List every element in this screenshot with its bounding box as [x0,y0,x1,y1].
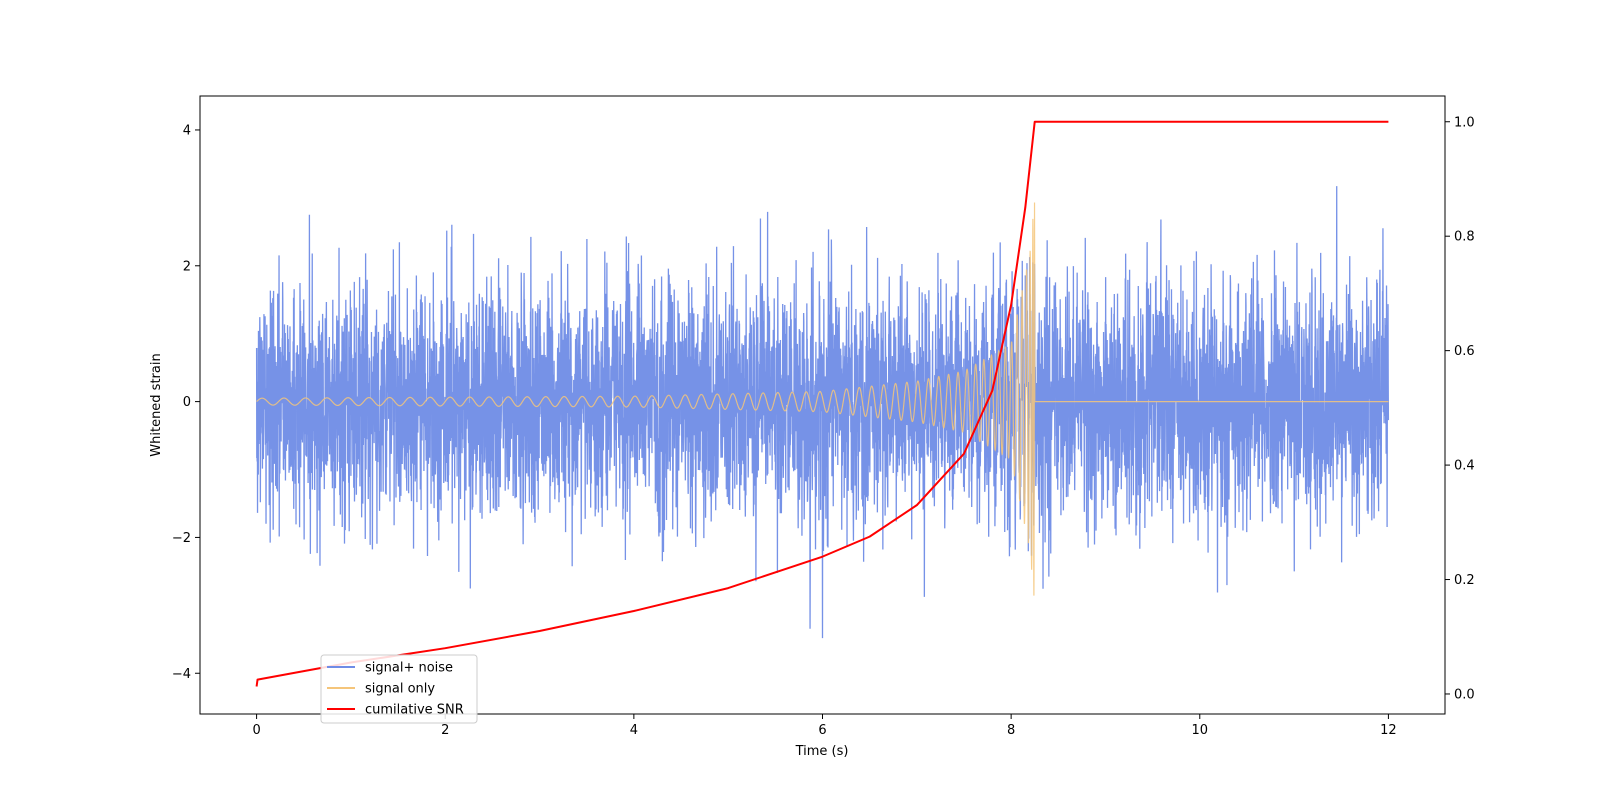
y-tick-label: 2 [183,259,191,274]
axes-ticks: 0 2 4 6 8 10 12 −4 −2 0 2 4 0.0 0.2 0.4 0.6 0.8 1.0 [172,115,1475,738]
y-tick-label: 0 [183,395,191,410]
y2-tick-label: 0.4 [1454,459,1475,474]
legend-label-signal-noise: signal+ noise [365,661,453,676]
y2-tick-label: 0.0 [1454,687,1475,702]
y2-tick-label: 0.6 [1454,344,1475,359]
x-tick-label: 8 [1007,723,1015,738]
x-tick-label: 0 [252,723,260,738]
y2-tick-label: 0.8 [1454,230,1475,245]
x-tick-label: 2 [441,723,449,738]
series-signal-noise-line [255,186,1390,639]
legend-label-cumulative-snr: cumilative SNR [365,703,464,718]
y-axis-label: Whitened strain [149,353,164,456]
x-tick-label: 10 [1191,723,1208,738]
y-tick-label: −4 [172,667,191,682]
x-tick-label: 12 [1380,723,1397,738]
y2-tick-label: 0.2 [1454,573,1475,588]
x-axis-label: Time (s) [795,744,849,759]
series-signal-only-line [256,202,1389,596]
signal-noise-layer [255,186,1390,639]
legend: signal+ noise signal only cumilative SNR [320,654,478,724]
y-tick-label: 4 [183,123,191,138]
x-tick-label: 6 [818,723,826,738]
y-tick-label: −2 [172,531,191,546]
legend-box [320,654,478,724]
legend-label-signal-only: signal only [365,682,435,697]
x-tick-label: 4 [630,723,638,738]
y2-tick-label: 1.0 [1454,115,1475,130]
signal-only-layer [256,202,1389,596]
